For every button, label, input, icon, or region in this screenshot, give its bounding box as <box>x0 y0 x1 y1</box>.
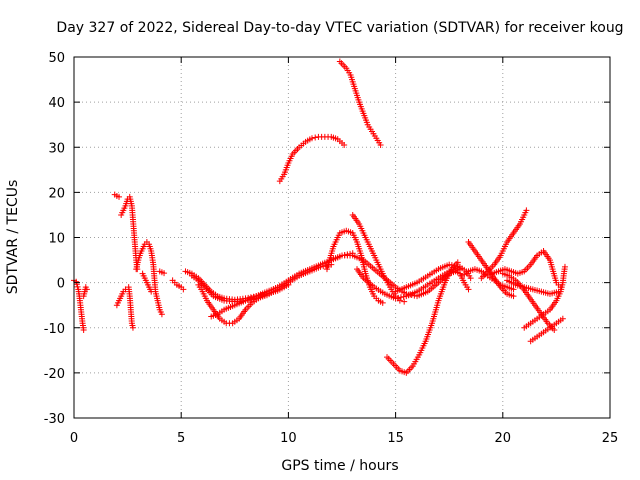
y-axis-label: SDTVAR / TECUs <box>5 180 21 295</box>
x-tick-label: 25 <box>602 431 619 446</box>
data-point <box>161 270 168 277</box>
data-point <box>80 327 87 334</box>
data-points <box>71 58 568 376</box>
x-tick-label: 0 <box>70 431 78 446</box>
data-point <box>395 294 402 301</box>
data-point <box>561 263 568 270</box>
data-point <box>392 295 399 302</box>
x-axis-label: GPS time / hours <box>281 458 398 474</box>
data-point <box>401 298 408 305</box>
data-point <box>510 293 517 300</box>
data-point <box>250 295 257 302</box>
gridlines <box>74 57 610 418</box>
y-tick-label: -10 <box>44 322 65 337</box>
y-tick-labels: -30 -20 -10 0 10 20 30 40 50 <box>44 51 65 427</box>
data-point <box>454 263 461 270</box>
tick-marks <box>73 56 611 419</box>
chart-title: Day 327 of 2022, Sidereal Day-to-day VTE… <box>56 20 623 36</box>
data-point <box>320 263 327 270</box>
data-point <box>523 207 530 214</box>
data-point <box>341 141 348 148</box>
data-point <box>312 134 319 141</box>
y-tick-label: 0 <box>57 277 65 292</box>
data-point <box>397 294 404 301</box>
data-point <box>465 286 472 293</box>
data-point <box>317 263 324 270</box>
data-point <box>180 286 187 293</box>
data-point <box>451 262 458 269</box>
data-point <box>245 297 252 304</box>
x-tick-label: 15 <box>387 431 404 446</box>
data-point <box>454 259 461 266</box>
data-point <box>247 296 254 303</box>
data-point <box>448 262 455 269</box>
data-point <box>379 299 386 306</box>
data-point <box>551 327 558 334</box>
y-tick-label: 20 <box>48 186 65 201</box>
data-point <box>467 275 474 282</box>
data-point <box>400 293 407 300</box>
data-point <box>510 286 517 293</box>
x-tick-labels: 0 5 10 15 20 25 <box>70 431 618 446</box>
x-tick-label: 5 <box>177 431 185 446</box>
data-point <box>129 324 136 331</box>
data-point <box>122 286 129 293</box>
x-tick-label: 10 <box>280 431 297 446</box>
data-point <box>116 193 123 200</box>
data-point <box>446 261 453 268</box>
data-point <box>242 297 249 304</box>
x-tick-label: 20 <box>495 431 512 446</box>
data-point <box>83 286 90 293</box>
y-tick-label: 40 <box>48 96 65 111</box>
data-point <box>377 141 384 148</box>
y-tick-label: 50 <box>48 51 65 66</box>
data-point <box>559 315 566 322</box>
y-tick-label: -20 <box>44 367 65 382</box>
y-tick-label: -30 <box>44 412 65 427</box>
y-tick-label: 30 <box>48 141 65 156</box>
data-point <box>308 135 315 142</box>
data-point <box>158 311 165 318</box>
y-tick-label: 10 <box>48 232 65 247</box>
data-point <box>148 288 155 295</box>
data-point <box>74 283 81 290</box>
